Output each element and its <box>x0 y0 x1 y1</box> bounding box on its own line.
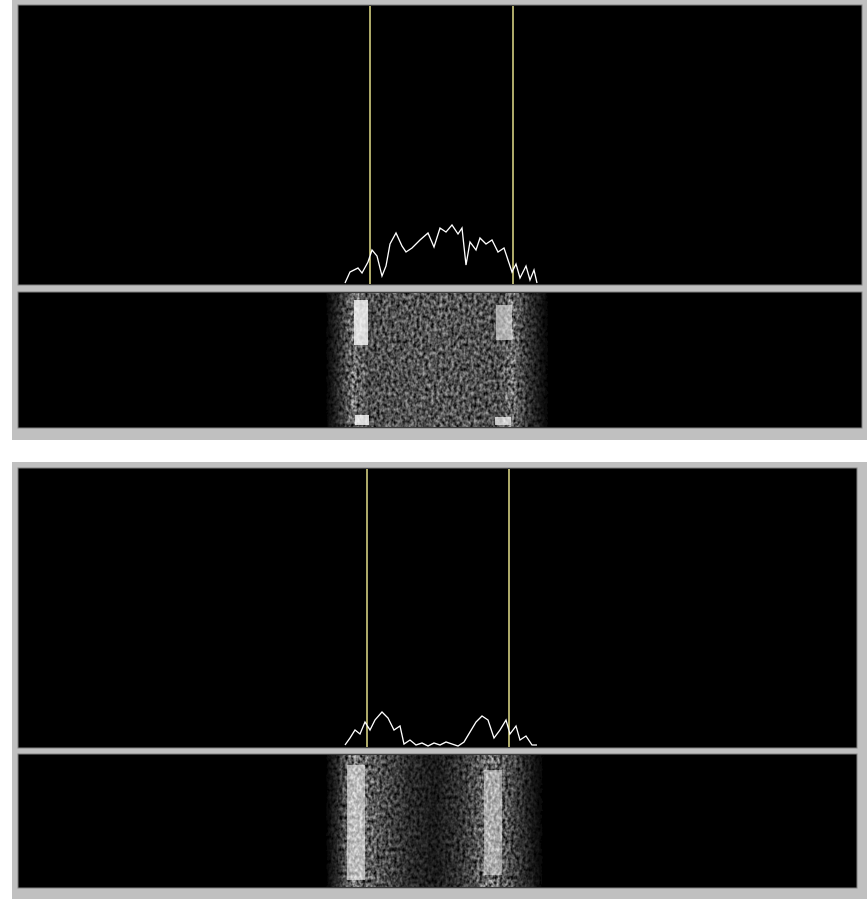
waterfall-highlight <box>355 415 369 425</box>
spectrum-area <box>18 468 857 748</box>
spectrum-area <box>18 5 862 285</box>
spectrum-viewer <box>0 0 867 899</box>
waterfall-highlight <box>347 765 365 880</box>
waterfall-highlight <box>484 770 502 875</box>
spectrum-canvas <box>0 0 867 899</box>
waterfall-highlight <box>496 305 512 340</box>
waterfall-highlight <box>354 300 368 345</box>
waterfall-highlight <box>495 417 511 425</box>
